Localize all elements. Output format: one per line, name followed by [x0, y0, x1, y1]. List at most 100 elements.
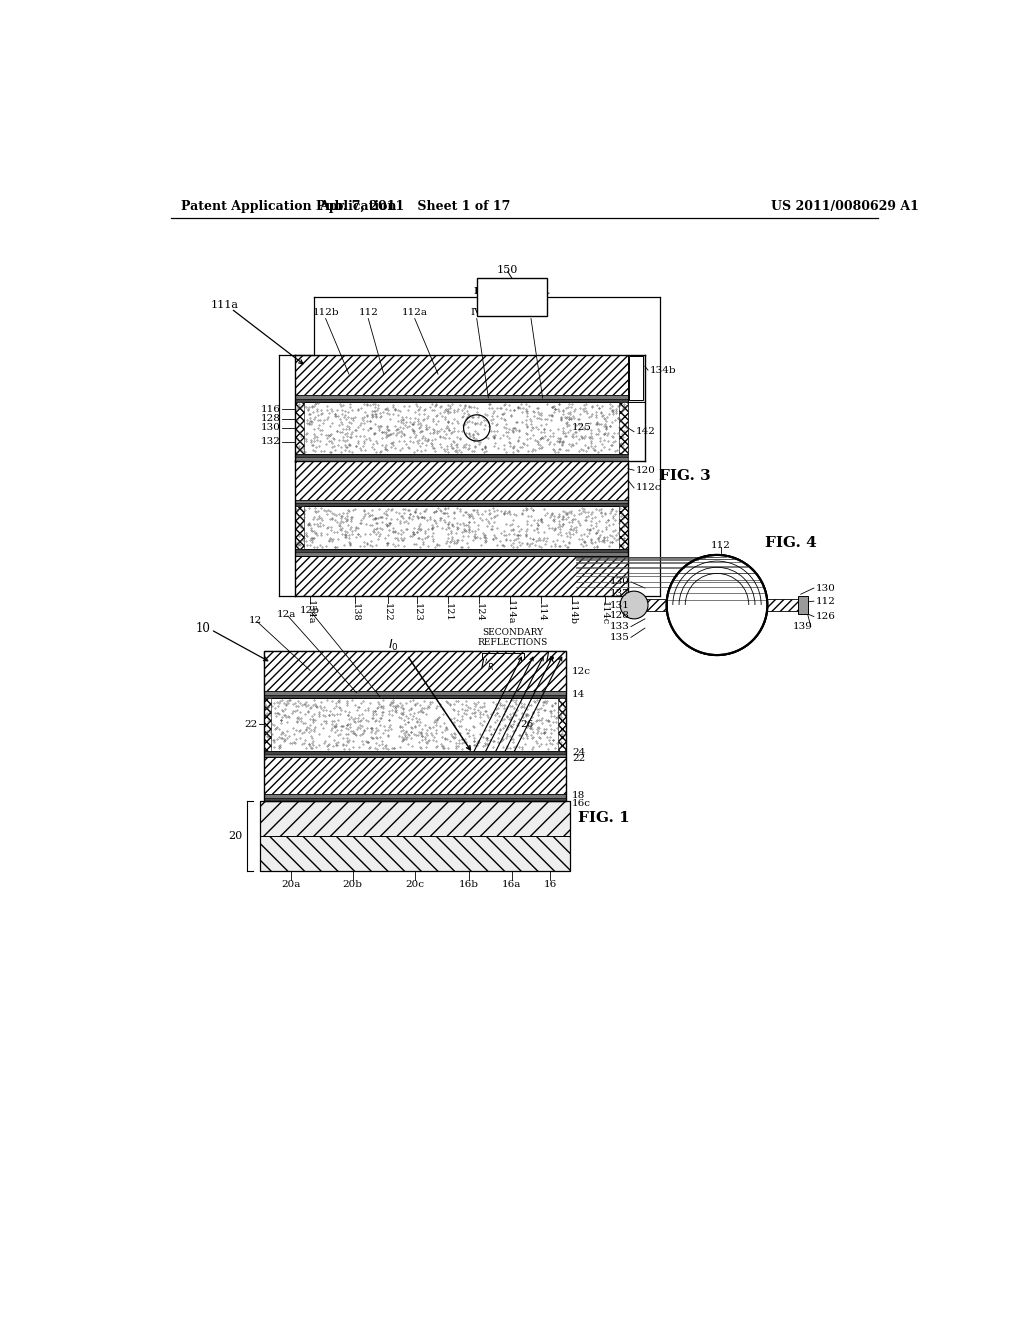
Point: [499, 426, 515, 447]
Text: IV: IV: [471, 308, 482, 317]
Point: [590, 418, 606, 440]
Point: [389, 694, 406, 715]
Point: [555, 401, 571, 422]
Point: [374, 421, 390, 442]
Point: [327, 715, 343, 737]
Point: [594, 395, 610, 416]
Point: [511, 737, 527, 758]
Point: [452, 710, 468, 731]
Point: [263, 723, 280, 744]
Point: [332, 414, 348, 436]
Point: [574, 498, 591, 519]
Point: [418, 737, 434, 758]
Point: [348, 420, 365, 441]
Point: [259, 726, 275, 747]
Point: [525, 701, 542, 722]
Point: [472, 528, 488, 549]
Point: [332, 393, 348, 414]
Point: [429, 709, 445, 730]
Point: [546, 396, 562, 417]
Bar: [263, 754, 566, 758]
Point: [400, 725, 417, 746]
Point: [333, 520, 349, 541]
Point: [509, 714, 525, 735]
Point: [372, 726, 388, 747]
Point: [428, 722, 444, 743]
Point: [302, 735, 318, 756]
Point: [445, 516, 462, 537]
Point: [543, 506, 559, 527]
Point: [546, 719, 562, 741]
Text: 20a: 20a: [281, 880, 300, 888]
Point: [356, 719, 373, 741]
Point: [450, 411, 466, 432]
Point: [312, 422, 329, 444]
Point: [555, 422, 571, 444]
Point: [335, 418, 351, 440]
Point: [455, 504, 471, 525]
Point: [505, 519, 521, 540]
Point: [570, 414, 587, 436]
Point: [476, 529, 493, 550]
Point: [447, 738, 464, 759]
Point: [297, 692, 313, 713]
Bar: [767, 599, 799, 611]
Text: 16: 16: [544, 880, 557, 888]
Point: [511, 521, 527, 543]
Point: [577, 531, 593, 552]
Point: [355, 719, 372, 741]
Point: [519, 519, 536, 540]
Point: [456, 702, 472, 723]
Point: [545, 438, 561, 459]
Point: [351, 414, 368, 436]
Point: [413, 722, 429, 743]
Point: [589, 536, 605, 557]
Point: [580, 403, 596, 424]
Point: [410, 430, 426, 451]
Point: [473, 438, 489, 459]
Point: [351, 737, 368, 758]
Point: [329, 400, 345, 421]
Point: [470, 730, 486, 751]
Point: [396, 499, 413, 520]
Point: [266, 693, 283, 714]
Point: [532, 698, 549, 719]
Point: [327, 722, 343, 743]
Point: [599, 529, 615, 550]
Point: [306, 689, 323, 710]
Point: [387, 502, 403, 523]
Point: [574, 440, 591, 461]
Point: [379, 403, 395, 424]
Point: [544, 733, 560, 754]
Point: [518, 499, 535, 520]
Point: [484, 529, 501, 550]
Point: [538, 531, 554, 552]
Point: [338, 418, 354, 440]
Point: [351, 525, 368, 546]
Point: [272, 723, 289, 744]
Point: [555, 513, 571, 535]
Text: 150: 150: [497, 265, 518, 275]
Point: [368, 523, 384, 544]
Point: [400, 414, 417, 436]
Point: [423, 400, 439, 421]
Point: [603, 400, 620, 421]
Text: 112: 112: [358, 308, 378, 317]
Point: [324, 399, 340, 420]
Point: [302, 411, 318, 432]
Point: [392, 697, 409, 718]
Point: [476, 525, 493, 546]
Point: [492, 692, 508, 713]
Point: [454, 738, 470, 759]
Point: [554, 434, 570, 455]
Point: [473, 697, 489, 718]
Point: [525, 401, 542, 422]
Point: [600, 510, 616, 531]
Point: [482, 519, 499, 540]
Point: [364, 504, 380, 525]
Point: [433, 734, 450, 755]
Point: [469, 527, 485, 548]
Point: [482, 723, 499, 744]
Point: [282, 733, 298, 754]
Point: [356, 440, 373, 461]
